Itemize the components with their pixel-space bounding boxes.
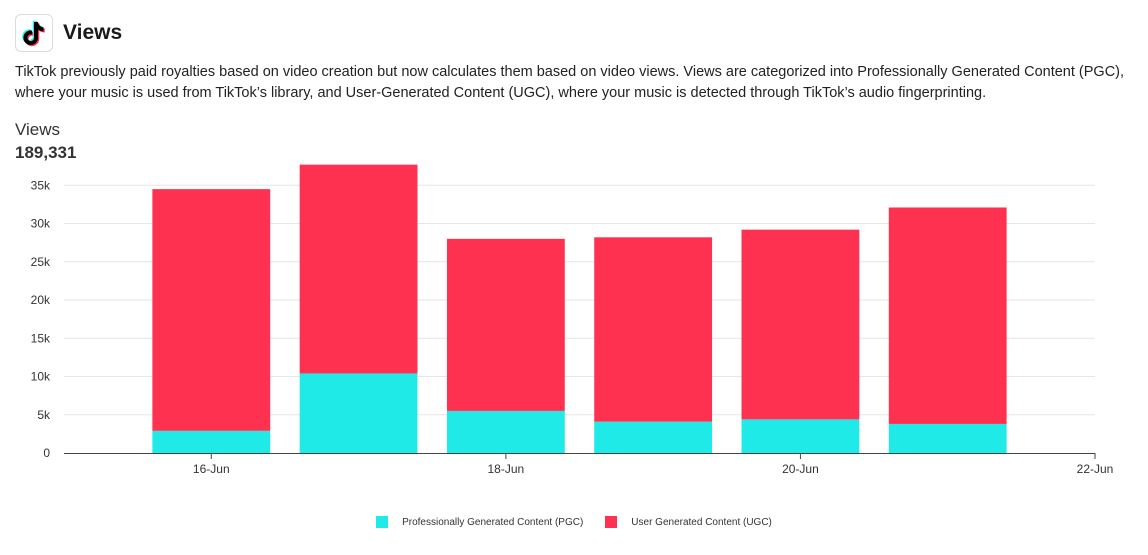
stacked-bar-chart: 0 5k 10k 15k 20k 25k 30k 35k 16-Jun 18-Jun 20-Jun 2… bbox=[31, 164, 1114, 476]
y-tick-label: 10k bbox=[31, 370, 51, 384]
bar-ugc bbox=[594, 237, 713, 422]
legend-swatch-pgc bbox=[376, 516, 389, 528]
y-tick-label: 5k bbox=[37, 408, 51, 422]
page-title: Views bbox=[63, 21, 123, 44]
y-tick-label: 0 bbox=[43, 446, 50, 460]
y-tick-label: 30k bbox=[31, 217, 51, 231]
chart-description: TikTok previously paid royalties based o… bbox=[15, 64, 1125, 101]
bar-pgc bbox=[152, 430, 271, 453]
x-tick-label: 18-Jun bbox=[488, 462, 525, 476]
metric-label: Views bbox=[15, 120, 61, 139]
bar-pgc bbox=[741, 419, 860, 453]
y-tick-label: 35k bbox=[31, 178, 51, 192]
legend-item-pgc[interactable]: Professionally Generated Content (PGC) bbox=[376, 516, 583, 528]
chart-header: Views bbox=[15, 14, 122, 52]
x-tick-label: 16-Jun bbox=[193, 462, 230, 476]
y-tick-label: 20k bbox=[31, 293, 51, 307]
bar-ugc bbox=[741, 229, 860, 420]
x-tick-label: 22-Jun bbox=[1077, 462, 1114, 476]
bar-ugc bbox=[152, 189, 271, 431]
y-tick-label: 25k bbox=[31, 255, 51, 269]
chart-legend: Professionally Generated Content (PGC) U… bbox=[0, 516, 1148, 528]
bar-ugc bbox=[299, 164, 418, 374]
bar-ugc bbox=[446, 238, 565, 411]
bar-pgc bbox=[594, 421, 713, 453]
legend-swatch-ugc bbox=[605, 516, 618, 528]
bar-pgc bbox=[299, 373, 418, 453]
legend-item-ugc[interactable]: User Generated Content (UGC) bbox=[605, 516, 772, 528]
tiktok-logo-icon bbox=[15, 14, 53, 52]
y-tick-label: 15k bbox=[31, 331, 51, 345]
bar-pgc bbox=[888, 423, 1007, 453]
bar-pgc bbox=[446, 410, 565, 453]
legend-label-ugc: User Generated Content (UGC) bbox=[631, 516, 772, 528]
metric-total-value: 189,331 bbox=[15, 143, 77, 162]
x-tick-label: 20-Jun bbox=[782, 462, 819, 476]
legend-label-pgc: Professionally Generated Content (PGC) bbox=[402, 516, 584, 528]
bar-ugc bbox=[888, 207, 1007, 424]
